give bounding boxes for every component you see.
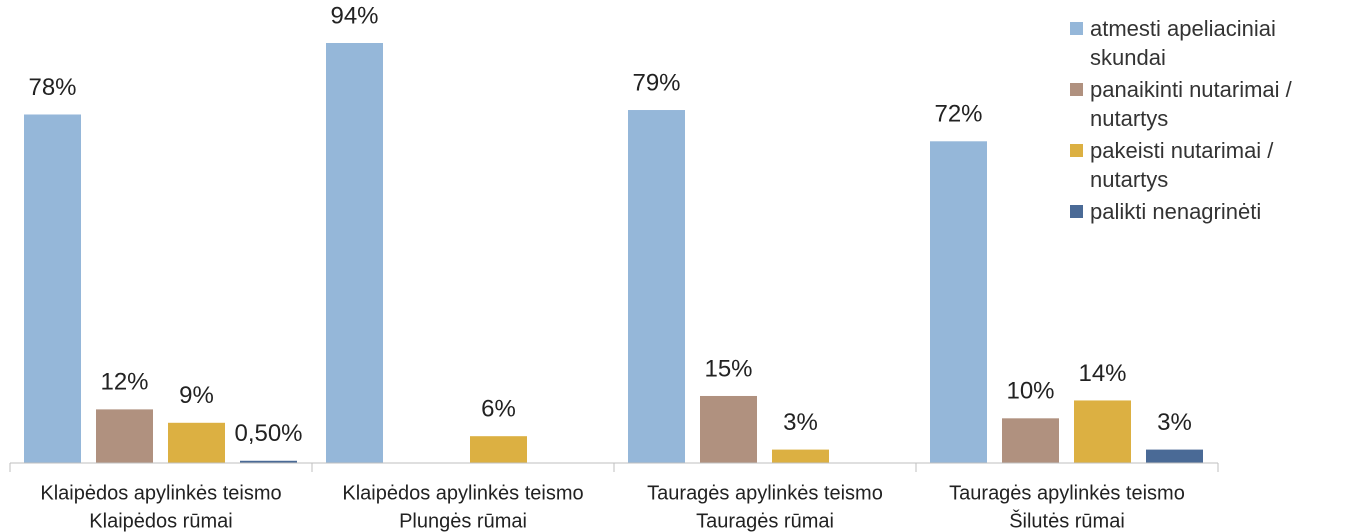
- value-label: 6%: [481, 396, 516, 423]
- legend-swatch: [1070, 83, 1083, 96]
- bar: [1074, 400, 1131, 463]
- value-label: 79%: [632, 69, 680, 96]
- legend-item: palikti nenagrinėti: [1070, 197, 1355, 226]
- bar: [96, 409, 153, 463]
- legend-swatch: [1070, 22, 1083, 35]
- bar: [930, 141, 987, 464]
- bar: [772, 449, 829, 463]
- value-label: 9%: [179, 382, 214, 409]
- bar: [240, 460, 297, 463]
- bar: [700, 395, 757, 463]
- value-label: 15%: [704, 355, 752, 382]
- legend-item: atmesti apeliaciniai skundai: [1070, 14, 1355, 72]
- legend-label: atmesti apeliaciniai skundai: [1090, 16, 1276, 70]
- value-label: 78%: [28, 74, 76, 101]
- value-label: 10%: [1006, 378, 1054, 405]
- x-tick-label: Klaipėdos rūmai: [89, 510, 232, 532]
- value-label: 3%: [1157, 409, 1192, 436]
- x-tick-label: Klaipėdos apylinkės teismo: [40, 482, 281, 504]
- legend-label: pakeisti nutarimai / nutartys: [1090, 138, 1274, 192]
- x-tick-label: Tauragės apylinkės teismo: [949, 482, 1185, 504]
- bar: [628, 110, 685, 464]
- bar: [1146, 449, 1203, 463]
- value-label: 0,50%: [234, 420, 302, 447]
- legend-swatch: [1070, 205, 1083, 218]
- x-tick-label: Tauragės rūmai: [696, 510, 834, 532]
- x-tick-label: Šilutės rūmai: [1009, 509, 1125, 532]
- bar: [326, 43, 383, 463]
- bar: [1002, 418, 1059, 463]
- legend-label: palikti nenagrinėti: [1090, 199, 1262, 224]
- value-label: 12%: [100, 369, 148, 396]
- x-tick-label: Tauragės apylinkės teismo: [647, 482, 883, 504]
- value-label: 14%: [1078, 360, 1126, 387]
- value-label: 3%: [783, 409, 818, 436]
- legend-item: pakeisti nutarimai / nutartys: [1070, 136, 1355, 194]
- bar: [470, 436, 527, 463]
- legend-label: panaikinti nutarimai / nutartys: [1090, 77, 1292, 131]
- bar: [24, 114, 81, 463]
- legend: atmesti apeliaciniai skundai panaikinti n…: [1070, 14, 1355, 229]
- value-label: 72%: [934, 101, 982, 128]
- legend-swatch: [1070, 144, 1083, 157]
- x-tick-label: Klaipėdos apylinkės teismo: [342, 482, 583, 504]
- bar: [168, 422, 225, 463]
- legend-item: panaikinti nutarimai / nutartys: [1070, 75, 1355, 133]
- x-tick-label: Plungės rūmai: [399, 510, 527, 532]
- value-label: 94%: [330, 2, 378, 29]
